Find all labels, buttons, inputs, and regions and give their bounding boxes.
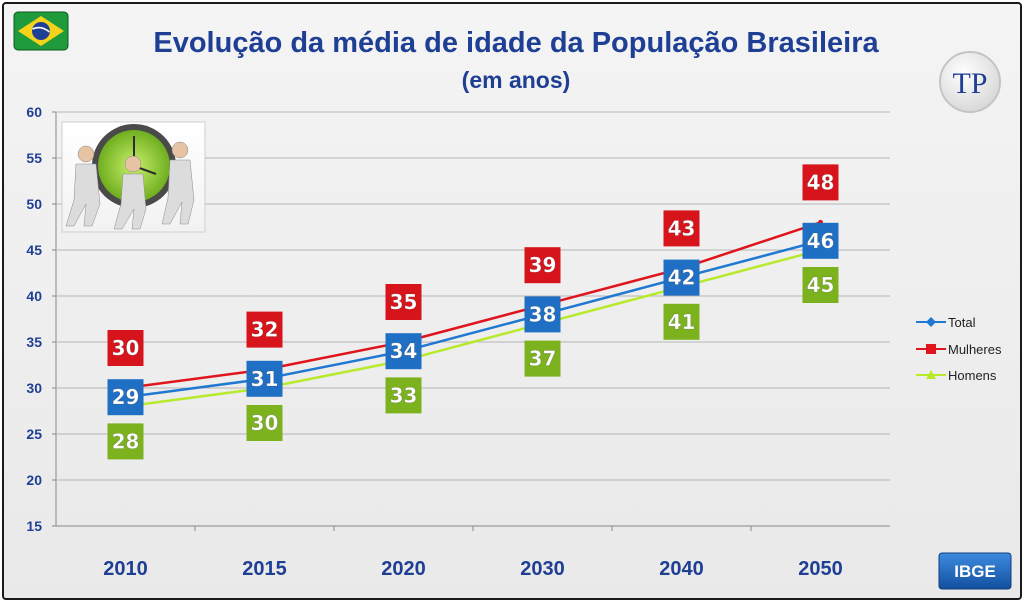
data-label-box xyxy=(107,379,144,416)
y-tick-label: 35 xyxy=(26,334,42,350)
data-label-text: 30 xyxy=(251,411,279,435)
data-label-box xyxy=(663,210,700,247)
data-label-total: 29 xyxy=(107,379,144,416)
series-line-total xyxy=(125,239,821,399)
y-tick-label: 60 xyxy=(26,104,42,120)
data-label-text: 42 xyxy=(668,266,696,290)
data-label-box xyxy=(802,164,839,201)
y-tick-label: 25 xyxy=(26,426,42,442)
x-tick-label: 2020 xyxy=(381,558,426,580)
data-label-box xyxy=(385,284,422,320)
data-label-text: 35 xyxy=(390,290,418,314)
data-label-text: 43 xyxy=(668,216,696,240)
data-label-box xyxy=(663,259,700,296)
x-tick-label: 2010 xyxy=(103,558,148,580)
data-label-text: 38 xyxy=(529,302,557,326)
ibge-badge: IBGE xyxy=(938,552,1012,590)
legend-marker-mulheres xyxy=(926,344,936,354)
brazil-flag-icon xyxy=(13,11,69,51)
y-tick-label: 55 xyxy=(26,150,42,166)
data-label-text: 41 xyxy=(668,310,696,334)
data-label-total: 42 xyxy=(663,259,700,296)
tp-logo-text: TP xyxy=(952,67,987,100)
chart-title: Evolução da média de idade da População … xyxy=(153,27,879,59)
x-tick-label: 2015 xyxy=(242,558,287,580)
y-tick-label: 40 xyxy=(26,288,42,304)
series-line-mulheres xyxy=(125,221,821,390)
legend-item-mulheres: Mulheres xyxy=(916,342,1002,357)
data-label-text: 33 xyxy=(390,383,418,407)
legend-label-total: Total xyxy=(948,315,976,330)
data-label-mulheres: 43 xyxy=(663,210,700,247)
legend-item-homens: Homens xyxy=(916,368,997,383)
data-label-mulheres: 35 xyxy=(385,284,422,320)
series-markers xyxy=(123,219,823,409)
data-label-box xyxy=(802,267,839,303)
y-tick-label: 30 xyxy=(26,380,42,396)
data-label-text: 37 xyxy=(529,347,557,371)
x-tick-label: 2050 xyxy=(798,558,843,580)
data-labels: 30 32 35 39 43 48 28 30 33 37 41 45 29 31 34 38 42 46 xyxy=(107,164,839,460)
data-label-homens: 45 xyxy=(802,267,839,303)
legend-item-total: Total xyxy=(916,315,976,330)
legend: Total Mulheres Homens xyxy=(916,315,1002,383)
data-label-box xyxy=(107,330,144,366)
data-label-box xyxy=(385,333,422,370)
legend-label-homens: Homens xyxy=(948,368,997,383)
x-tick-labels: 2010 2015 2020 2030 2040 2050 xyxy=(103,558,843,580)
data-label-homens: 37 xyxy=(524,340,561,377)
data-label-homens: 33 xyxy=(385,377,422,414)
data-label-text: 48 xyxy=(807,170,835,194)
data-label-box xyxy=(802,222,839,259)
ibge-badge-text: IBGE xyxy=(954,562,996,581)
data-label-box xyxy=(107,423,144,460)
data-label-total: 31 xyxy=(246,360,283,397)
data-label-total: 46 xyxy=(802,222,839,259)
legend-marker-total xyxy=(926,317,936,327)
y-tick-label: 45 xyxy=(26,242,42,258)
data-label-homens: 41 xyxy=(663,303,700,340)
x-tick-label: 2030 xyxy=(520,558,565,580)
data-label-box xyxy=(524,247,561,284)
data-label-box xyxy=(524,296,561,333)
data-label-homens: 28 xyxy=(107,423,144,460)
series-lines xyxy=(125,221,821,408)
data-label-mulheres: 48 xyxy=(802,164,839,201)
tp-logo-icon: TP xyxy=(939,51,1001,113)
data-label-mulheres: 39 xyxy=(524,247,561,284)
x-tick-label: 2040 xyxy=(659,558,704,580)
data-label-text: 30 xyxy=(112,336,140,360)
data-label-text: 28 xyxy=(112,429,140,453)
data-label-total: 38 xyxy=(524,296,561,333)
data-label-box xyxy=(246,405,283,441)
data-label-mulheres: 30 xyxy=(107,330,144,366)
data-label-text: 32 xyxy=(251,318,279,342)
y-tick-label: 15 xyxy=(26,518,42,534)
age-evolution-chart: Evolução da média de idade da População … xyxy=(13,11,1012,590)
series-line-homens xyxy=(125,248,821,408)
data-label-text: 45 xyxy=(807,273,835,297)
data-label-mulheres: 32 xyxy=(246,311,283,348)
chart-subtitle: (em anos) xyxy=(462,67,571,93)
data-label-text: 46 xyxy=(807,229,835,253)
data-label-box xyxy=(524,340,561,377)
data-label-homens: 30 xyxy=(246,405,283,441)
data-label-box xyxy=(663,303,700,340)
y-tick-label: 50 xyxy=(26,196,42,212)
data-label-total: 34 xyxy=(385,333,422,370)
y-tick-label: 20 xyxy=(26,472,42,488)
legend-label-mulheres: Mulheres xyxy=(948,342,1002,357)
legend-marker-homens xyxy=(926,370,936,379)
data-label-text: 39 xyxy=(529,253,557,277)
data-label-box xyxy=(385,377,422,414)
data-label-text: 31 xyxy=(251,367,279,391)
data-label-text: 34 xyxy=(390,339,418,363)
y-tick-labels: 15 20 25 30 35 40 45 50 55 60 xyxy=(26,104,42,534)
data-label-text: 29 xyxy=(112,385,140,409)
people-clock-photo xyxy=(61,121,206,233)
data-label-box xyxy=(246,311,283,348)
data-label-box xyxy=(246,360,283,397)
